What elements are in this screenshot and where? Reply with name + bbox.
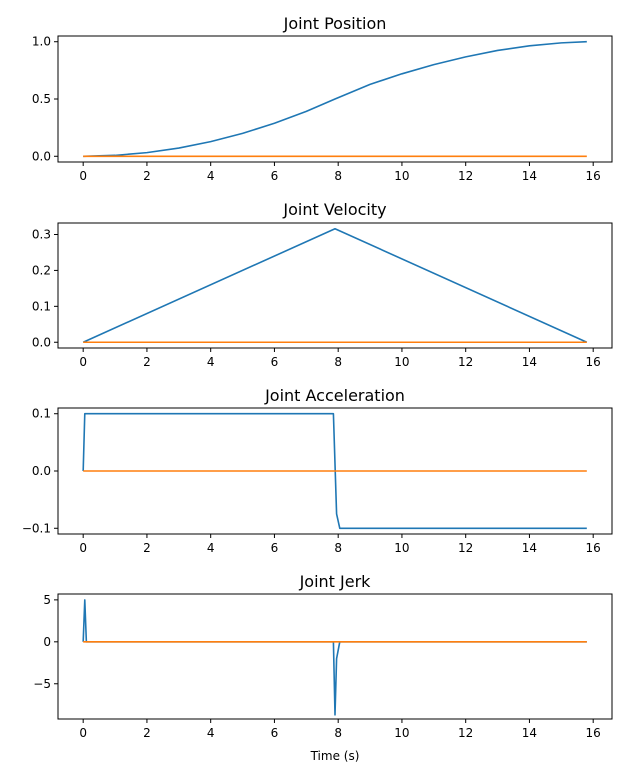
- y-tick-label: 5: [43, 593, 51, 607]
- panel-joint-position: Joint Position 0 2 4 6 8 10 12 14 16 0.0 0.5 1.0: [32, 14, 613, 183]
- x-tick-label: 8: [334, 726, 342, 740]
- series-1-line: [82, 227, 588, 343]
- x-tick-label: 6: [271, 726, 279, 740]
- x-tick-label: 2: [143, 355, 151, 369]
- y-tick-label: 1.0: [32, 35, 51, 49]
- x-tick-label: 4: [207, 541, 215, 555]
- series-1-line: [83, 40, 587, 158]
- x-tick-label: 2: [143, 169, 151, 183]
- x-axis-label: Time (s): [310, 749, 360, 763]
- y-axis-ticks: −5 0 5: [33, 593, 58, 691]
- x-tick-label: 12: [458, 169, 473, 183]
- series-lines: [82, 227, 588, 344]
- panel-joint-jerk: Joint Jerk 0 2 4 6 8 10 12 14 16 −5 0 5 Time (s): [33, 572, 613, 763]
- x-tick-label: 16: [586, 541, 601, 555]
- x-tick-label: 4: [207, 355, 215, 369]
- x-tick-label: 0: [79, 726, 87, 740]
- x-tick-label: 12: [458, 726, 473, 740]
- y-tick-label: 0.0: [32, 149, 51, 163]
- x-tick-label: 10: [394, 726, 409, 740]
- x-tick-label: 12: [458, 541, 473, 555]
- series-lines: [82, 599, 587, 716]
- x-tick-label: 14: [522, 169, 537, 183]
- chart-title: Joint Velocity: [282, 200, 386, 219]
- x-tick-label: 0: [79, 541, 87, 555]
- x-tick-label: 6: [271, 541, 279, 555]
- y-tick-label: −5: [33, 677, 51, 691]
- x-tick-label: 0: [79, 169, 87, 183]
- y-tick-label: 0.5: [32, 92, 51, 106]
- panel-joint-velocity: Joint Velocity 0 2 4 6 8 10 12 14 16 0.00.10.20.…: [32, 200, 613, 369]
- x-tick-label: 14: [522, 355, 537, 369]
- x-tick-label: 10: [394, 355, 409, 369]
- x-tick-label: 16: [586, 355, 601, 369]
- x-axis-ticks: 0 2 4 6 8 10 12 14 16: [79, 719, 601, 740]
- x-tick-label: 12: [458, 355, 473, 369]
- x-tick-label: 8: [334, 355, 342, 369]
- y-axis-ticks: −0.1 0.0 0.1: [22, 407, 58, 535]
- y-tick-label: 0.1: [32, 299, 51, 313]
- x-tick-label: 14: [522, 726, 537, 740]
- x-tick-label: 14: [522, 541, 537, 555]
- x-axis-ticks: 0 2 4 6 8 10 12 14 16: [79, 534, 601, 555]
- x-tick-label: 6: [271, 169, 279, 183]
- x-tick-label: 2: [143, 541, 151, 555]
- x-tick-label: 16: [586, 726, 601, 740]
- x-tick-label: 10: [394, 169, 409, 183]
- y-axis-ticks: 0.0 0.1 0.2 0.3: [32, 227, 58, 349]
- y-tick-label: 0: [43, 635, 51, 649]
- series-lines: [82, 412, 587, 530]
- x-tick-label: 10: [394, 541, 409, 555]
- x-tick-label: 0: [79, 355, 87, 369]
- x-tick-label: 4: [207, 726, 215, 740]
- y-tick-label: 0.1: [32, 407, 51, 421]
- x-tick-label: 4: [207, 169, 215, 183]
- x-tick-label: 8: [334, 541, 342, 555]
- y-axis-ticks: 0.0 0.5 1.0: [32, 35, 58, 163]
- panel-joint-acceleration: Joint Acceleration 0 2 4 6 8 10 12 14 16 −0.1 0.0…: [22, 386, 613, 555]
- series-1-line: [82, 412, 587, 530]
- chart-title: Joint Jerk: [299, 572, 372, 591]
- x-axis-ticks: 0 2 4 6 8 10 12 14 16: [79, 348, 601, 369]
- y-tick-label: 0.3: [32, 227, 51, 241]
- y-tick-label: 0.0: [32, 464, 51, 478]
- x-axis-ticks: 0 2 4 6 8 10 12 14 16: [79, 162, 601, 183]
- y-tick-label: −0.1: [22, 521, 51, 535]
- axes-frame: [57, 593, 613, 720]
- axes-frame: [57, 222, 613, 349]
- y-tick-label: 0.2: [32, 263, 51, 277]
- y-tick-label: 0.0: [32, 335, 51, 349]
- x-tick-label: 6: [271, 355, 279, 369]
- x-tick-label: 8: [334, 169, 342, 183]
- series-lines: [83, 40, 587, 158]
- x-tick-label: 16: [586, 169, 601, 183]
- chart-title: Joint Position: [283, 14, 387, 33]
- chart-title: Joint Acceleration: [264, 386, 405, 405]
- x-tick-label: 2: [143, 726, 151, 740]
